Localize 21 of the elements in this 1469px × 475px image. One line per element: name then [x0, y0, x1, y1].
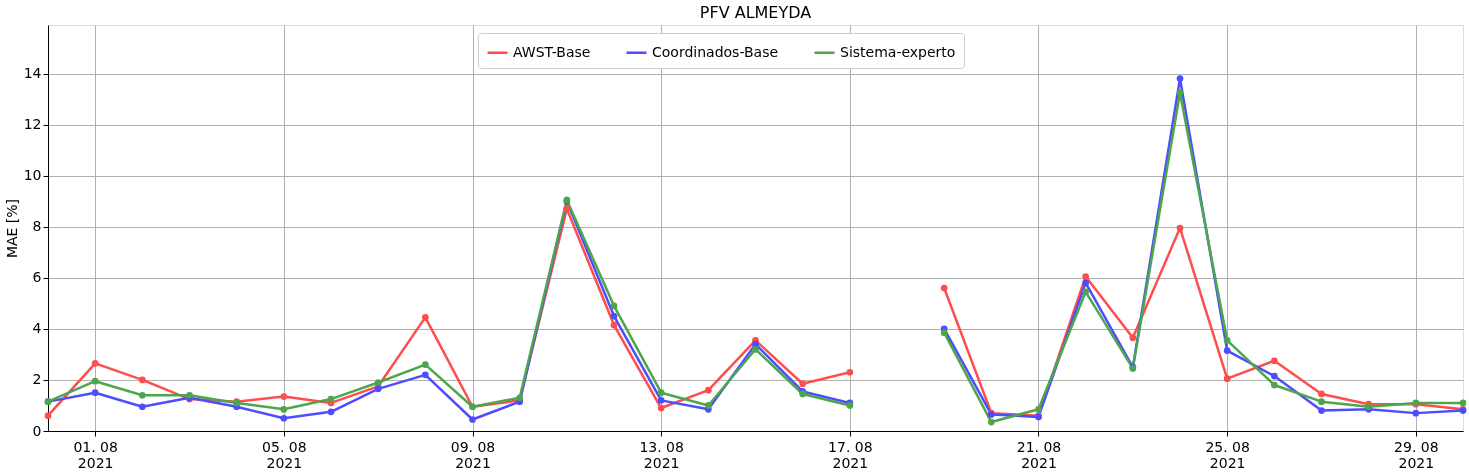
y-tick-label: 14 — [23, 65, 42, 82]
y-tick-label: 12 — [23, 116, 42, 133]
y-tick-label: 10 — [23, 167, 42, 184]
y-tick-label: 8 — [32, 218, 42, 235]
x-tick-label: 05. 08 2021 — [262, 438, 307, 471]
x-tick-label: 29. 08 2021 — [1394, 438, 1439, 471]
y-tick-label: 2 — [32, 371, 42, 388]
y-tick-label: 4 — [32, 320, 42, 337]
y-tick-label: 6 — [32, 269, 42, 286]
legend-label: Sistema-experto — [840, 43, 956, 60]
x-tick-label: 13. 08 2021 — [639, 438, 684, 471]
x-tick-label: 01. 08 2021 — [73, 438, 118, 471]
x-tick-label: 21. 08 2021 — [1016, 438, 1062, 471]
legend-label: AWST-Base — [513, 43, 591, 60]
x-tick-label: 25. 08 2021 — [1205, 438, 1250, 471]
chart-title: PFV ALMEYDA — [699, 3, 812, 22]
y-axis-title: MAE [%] — [3, 198, 20, 259]
legend-label: Coordinados-Base — [652, 43, 779, 60]
y-tick-label: 0 — [32, 422, 42, 439]
x-tick-label: 09. 08 2021 — [450, 438, 496, 471]
x-tick-label: 17. 08 2021 — [828, 438, 873, 471]
